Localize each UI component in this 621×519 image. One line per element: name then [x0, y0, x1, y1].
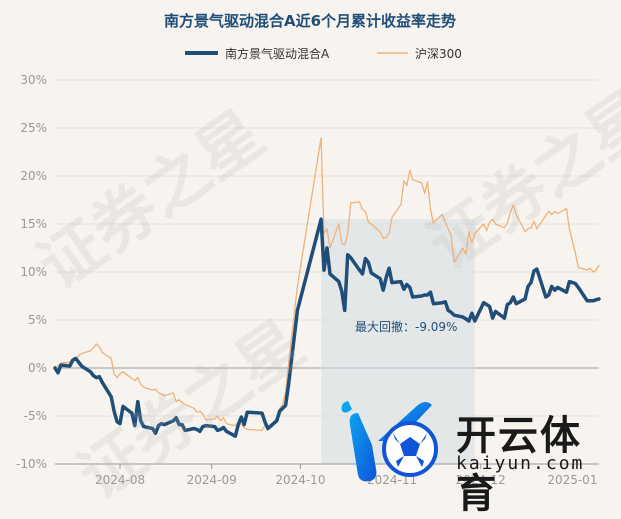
y-tick-label: -5%: [24, 409, 47, 423]
y-axis: 30% 25% 20% 15% 10% 5% 0% -5% -10%: [16, 73, 47, 471]
y-tick-label: 25%: [20, 121, 47, 135]
x-tick-label: 2025-01: [547, 473, 597, 487]
fund-line: [53, 217, 601, 438]
y-tick-label: -10%: [16, 457, 47, 471]
y-tick-label: 10%: [20, 265, 47, 279]
brand-logo: 开云体育 kaiyun.com: [338, 393, 613, 517]
x-tick-label: 2024-11: [367, 473, 417, 487]
y-tick-label: 15%: [20, 217, 47, 231]
brand-name-en: kaiyun.com: [456, 453, 585, 474]
chart: 南方景气驱动混合A近6个月累计收益率走势 南方景气驱动混合A 沪深300 30%…: [16, 12, 601, 487]
x-axis: 2024-08 2024-09 2024-10 2024-11 2024-12 2025-…: [55, 463, 599, 487]
x-tick-label: 2024-09: [187, 473, 237, 487]
x-tick-label: 2024-10: [275, 473, 325, 487]
y-tick-label: 0%: [28, 361, 47, 375]
y-tick-label: 20%: [20, 169, 47, 183]
k-logo-icon: [341, 401, 438, 482]
index-line: [54, 136, 600, 432]
max-drawdown-label: 最大回撤：-9.09%: [355, 319, 457, 334]
y-tick-label: 30%: [20, 73, 47, 87]
legend-fund-label: 南方景气驱动混合A: [225, 46, 330, 61]
series-lines: [53, 136, 601, 438]
y-tick-label: 5%: [28, 313, 47, 327]
legend-index-label: 沪深300: [415, 47, 462, 61]
legend: 南方景气驱动混合A 沪深300: [185, 46, 462, 61]
chart-title: 南方景气驱动混合A近6个月累计收益率走势: [164, 12, 456, 30]
x-tick-label: 2024-12: [456, 473, 506, 487]
x-tick-label: 2024-08: [95, 473, 145, 487]
